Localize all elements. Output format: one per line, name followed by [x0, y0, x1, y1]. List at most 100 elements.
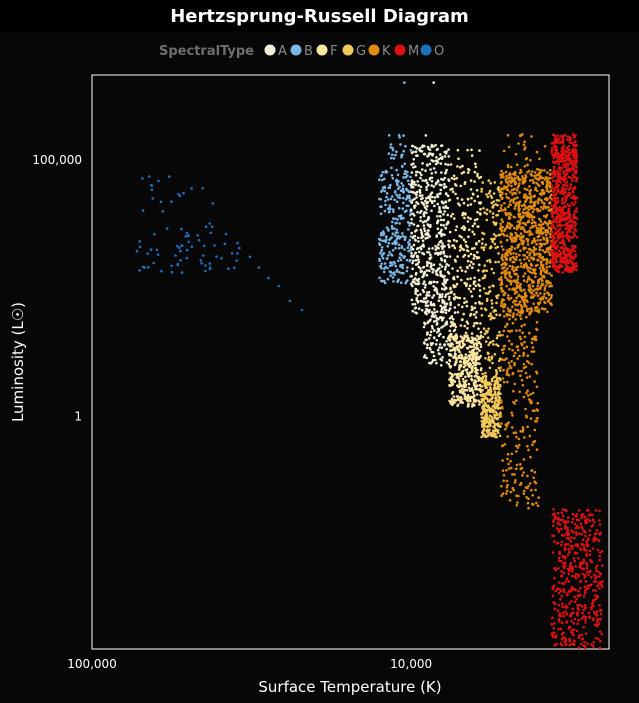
- star-point-k: [537, 173, 540, 177]
- star-point-k: [524, 193, 527, 196]
- star-point-k: [532, 289, 535, 293]
- star-point-k: [517, 285, 521, 289]
- star-point-b: [409, 212, 413, 216]
- star-point-k: [537, 309, 540, 313]
- star-point-a: [430, 176, 434, 180]
- star-point-g: [481, 270, 485, 273]
- legend-item-k[interactable]: K: [368, 44, 392, 59]
- star-point-g: [482, 232, 486, 236]
- star-point-a: [419, 270, 423, 274]
- star-point-m: [577, 575, 580, 578]
- star-point-k: [525, 280, 529, 284]
- star-point-a: [422, 300, 426, 304]
- star-point-g: [495, 336, 499, 340]
- star-point-m: [552, 508, 555, 511]
- star-point-k: [514, 308, 517, 311]
- star-point-f: [470, 148, 473, 152]
- star-point-a: [437, 157, 441, 161]
- star-point-a: [449, 303, 452, 307]
- star-point-b: [385, 192, 389, 195]
- star-point-m: [570, 521, 574, 524]
- star-point-m: [551, 524, 555, 528]
- star-point-k: [535, 321, 539, 324]
- star-point-a: [449, 301, 452, 305]
- star-point-b: [393, 234, 397, 237]
- star-point-g: [487, 290, 491, 294]
- star-point-g: [480, 307, 483, 310]
- star-point-k: [509, 203, 512, 207]
- star-point-b: [406, 179, 410, 183]
- legend-item-o[interactable]: O: [420, 44, 445, 59]
- star-point-k: [524, 486, 528, 489]
- star-point-a: [436, 219, 440, 223]
- star-point-f: [468, 340, 471, 343]
- star-point-m: [598, 551, 602, 554]
- star-point-m: [579, 522, 583, 526]
- star-point-k: [510, 466, 513, 470]
- star-point-a: [415, 147, 419, 150]
- star-point-b: [392, 157, 396, 160]
- star-point-a: [432, 354, 436, 358]
- star-point-o: [204, 225, 208, 229]
- star-point-m: [575, 169, 578, 172]
- star-point-o: [157, 179, 160, 183]
- star-point-g: [483, 408, 487, 412]
- star-point-g: [481, 237, 484, 241]
- star-point-f: [469, 395, 473, 399]
- star-point-k: [526, 277, 530, 281]
- star-point-m: [567, 252, 571, 256]
- star-point-a: [414, 251, 418, 255]
- legend-item-g[interactable]: G: [342, 44, 367, 59]
- star-point-f: [472, 353, 476, 357]
- star-point-a: [416, 294, 420, 297]
- star-point-k: [533, 200, 536, 204]
- star-point-a: [424, 304, 428, 307]
- star-point-m: [575, 572, 578, 576]
- star-point-k: [534, 224, 537, 227]
- legend-item-f[interactable]: F: [316, 44, 338, 59]
- star-point-o: [176, 262, 180, 266]
- star-point-k: [510, 329, 514, 333]
- star-point-k: [501, 377, 505, 380]
- star-point-a: [434, 343, 438, 346]
- legend-item-a[interactable]: A: [264, 44, 288, 59]
- star-point-f: [474, 366, 478, 370]
- star-point-f: [451, 244, 454, 247]
- star-point-a: [423, 322, 427, 326]
- star-point-b: [396, 183, 399, 187]
- star-point-m: [554, 227, 557, 231]
- star-point-a: [416, 262, 419, 266]
- star-point-k: [514, 266, 518, 270]
- star-point-a: [442, 324, 445, 328]
- star-point-k: [541, 307, 544, 310]
- legend[interactable]: SpectralType A B F G K M O: [159, 44, 444, 59]
- star-point-b: [392, 210, 395, 214]
- star-point-a: [425, 202, 428, 205]
- star-point-o: [174, 254, 177, 257]
- star-point-f: [455, 282, 459, 286]
- legend-item-m[interactable]: M: [394, 44, 420, 59]
- star-point-k: [521, 175, 524, 178]
- star-point-m: [571, 236, 574, 239]
- star-point-k: [514, 181, 518, 185]
- star-point-a: [452, 318, 455, 321]
- star-point-k: [538, 267, 542, 270]
- star-point-a: [411, 309, 415, 313]
- legend-item-b[interactable]: B: [290, 44, 313, 59]
- star-point-a: [431, 313, 435, 316]
- star-point-a: [413, 277, 417, 280]
- star-point-a: [423, 286, 427, 289]
- star-point-f: [463, 358, 466, 361]
- star-point-m: [596, 584, 599, 588]
- star-point-a: [436, 202, 440, 206]
- star-point-k: [547, 221, 551, 225]
- star-point-m: [597, 575, 601, 578]
- star-point-k: [520, 262, 523, 265]
- star-point-k: [509, 165, 513, 169]
- star-point-k: [520, 343, 524, 347]
- star-point-k: [505, 369, 509, 372]
- star-point-f: [475, 217, 479, 221]
- star-point-k: [545, 236, 549, 240]
- star-point-a: [424, 338, 427, 342]
- star-point-k: [523, 258, 526, 261]
